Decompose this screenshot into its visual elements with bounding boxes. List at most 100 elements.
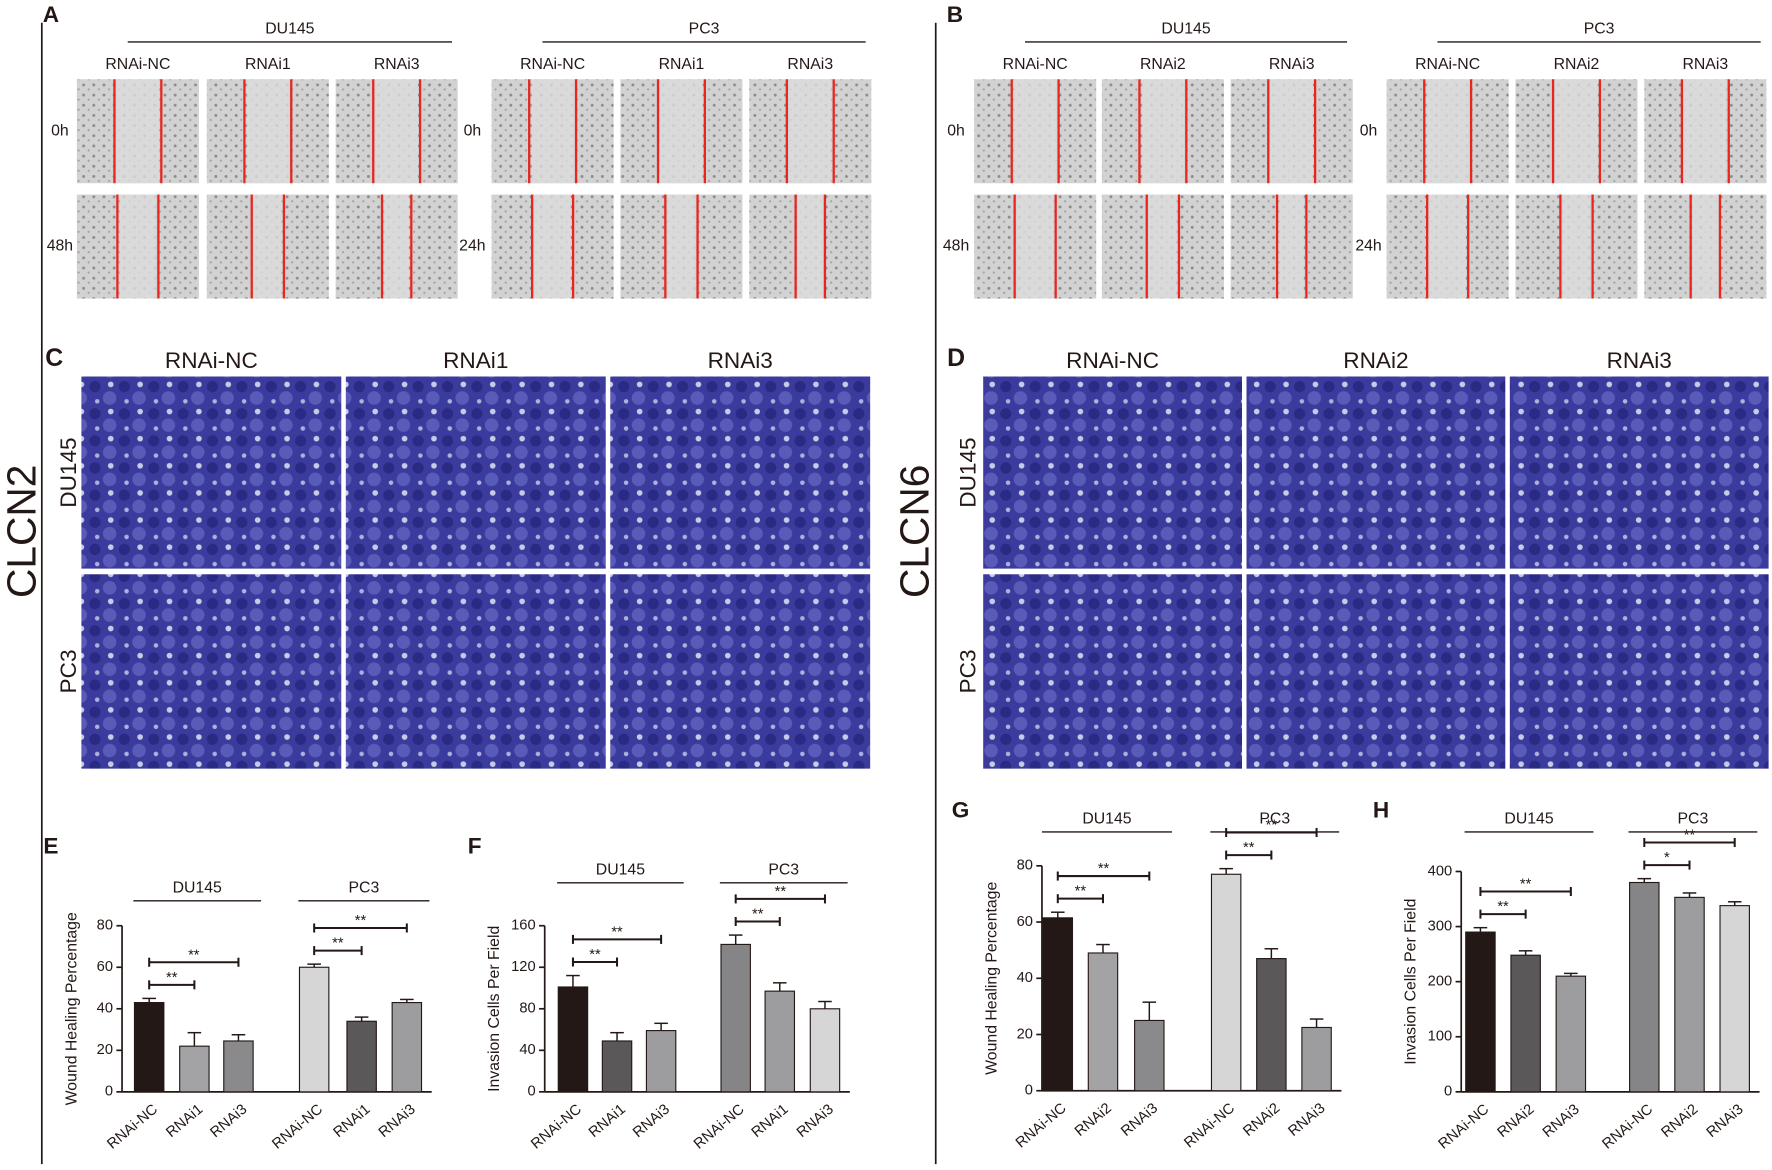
invasion-image <box>345 376 606 569</box>
row-label: PC3 <box>56 649 81 693</box>
invasion-image <box>610 574 871 769</box>
y-axis-label: Wound Healing Percentage <box>63 912 80 1105</box>
group-title: DU145 <box>596 862 645 879</box>
x-tick-label: RNAi2 <box>1240 1100 1283 1140</box>
sig-label: ** <box>1497 899 1509 915</box>
bar <box>1210 873 1242 1092</box>
y-tick-label: 60 <box>1017 914 1033 930</box>
y-tick-label: 60 <box>97 959 113 975</box>
wound-gap <box>1016 194 1054 299</box>
column-label: RNAi3 <box>374 56 420 73</box>
bar <box>809 1008 841 1093</box>
wound-gap <box>1270 79 1313 184</box>
column-label: RNAi3 <box>787 56 833 73</box>
y-tick-label: 0 <box>527 1084 535 1100</box>
bar <box>223 1040 254 1093</box>
bar <box>133 1001 165 1093</box>
wound-gap <box>1429 194 1466 299</box>
sig-label: * <box>1664 850 1670 866</box>
group-title: PC3 <box>1259 811 1290 828</box>
sig-label: ** <box>752 907 764 923</box>
y-axis-label: Wound Healing Percentage <box>983 882 1000 1075</box>
column-label: RNAi1 <box>245 56 291 73</box>
y-tick-label: 80 <box>519 1001 535 1017</box>
bar <box>720 943 751 1093</box>
y-tick-label: 160 <box>511 918 536 934</box>
x-tick-label: RNAi3 <box>376 1101 419 1141</box>
column-label: RNAi3 <box>1682 56 1728 73</box>
invasion-image <box>983 574 1242 769</box>
row-label: 24h <box>459 238 485 255</box>
wound-gap <box>1279 194 1305 299</box>
x-tick-label: RNAi2 <box>1659 1101 1702 1141</box>
x-tick-label: RNAi1 <box>749 1101 792 1141</box>
row-label: 0h <box>947 122 965 139</box>
sig-label: ** <box>611 924 623 940</box>
group-title: DU145 <box>1504 811 1553 828</box>
x-tick-label: RNAi1 <box>331 1101 374 1141</box>
panel-label: C <box>45 344 63 372</box>
sig-label: ** <box>355 913 367 929</box>
x-tick-label: RNAi3 <box>1704 1101 1747 1141</box>
wound-gap <box>1426 79 1469 184</box>
bar <box>557 986 589 1093</box>
invasion-image <box>610 376 871 569</box>
x-tick-label: RNAi1 <box>163 1101 206 1141</box>
row-label: 0h <box>464 122 482 139</box>
group-title: PC3 <box>689 21 720 38</box>
bar <box>1087 952 1119 1092</box>
wound-gap <box>797 194 823 299</box>
wound-gap <box>789 79 832 184</box>
sig-label: ** <box>775 884 787 900</box>
invasion-image <box>345 574 606 769</box>
bar <box>764 990 796 1093</box>
group-title: DU145 <box>1082 811 1131 828</box>
invasion-image <box>1246 574 1506 769</box>
sig-label: ** <box>1098 861 1110 877</box>
y-tick-label: 300 <box>1428 918 1453 934</box>
y-tick-label: 200 <box>1428 974 1453 990</box>
x-tick-label: RNAi-NC <box>1013 1100 1070 1151</box>
side-label: CLCN6 <box>891 465 937 598</box>
bar <box>179 1045 210 1093</box>
y-tick-label: 20 <box>97 1042 113 1058</box>
x-tick-label: RNAi-NC <box>1181 1100 1238 1151</box>
x-tick-label: RNAi3 <box>1118 1100 1161 1140</box>
wound-gap <box>1562 194 1591 299</box>
column-label: RNAi-NC <box>165 348 258 373</box>
y-tick-label: 0 <box>1444 1084 1452 1100</box>
y-axis-label: Invasion Cells Per Field <box>486 926 503 1092</box>
bar <box>1134 1019 1165 1092</box>
invasion-image <box>983 376 1242 569</box>
bar <box>1719 905 1750 1093</box>
row-label: 48h <box>47 238 73 255</box>
bar <box>391 1001 423 1093</box>
invasion-image <box>1509 376 1769 569</box>
column-label: RNAi-NC <box>105 56 170 73</box>
x-tick-label: RNAi1 <box>586 1101 629 1141</box>
x-tick-label: RNAi2 <box>1072 1100 1115 1140</box>
column-label: RNAi2 <box>1140 56 1186 73</box>
x-tick-label: RNAi3 <box>630 1101 673 1141</box>
panel-label: E <box>43 834 58 859</box>
y-tick-label: 0 <box>1025 1083 1033 1099</box>
wound-gap <box>375 79 418 184</box>
y-tick-label: 400 <box>1428 863 1453 879</box>
wound-gap <box>116 79 160 184</box>
sig-label: ** <box>1075 884 1087 900</box>
y-axis-label: Invasion Cells Per Field <box>1403 899 1420 1065</box>
x-tick-label: RNAi2 <box>1495 1101 1538 1141</box>
bar <box>1042 917 1074 1092</box>
bar <box>1301 1026 1332 1092</box>
invasion-image <box>81 574 342 769</box>
y-tick-label: 120 <box>511 959 536 975</box>
sig-label: ** <box>1520 877 1532 893</box>
panel-label: D <box>947 344 965 372</box>
sig-label: ** <box>332 936 344 952</box>
side-label: CLCN2 <box>0 465 45 598</box>
row-label: 24h <box>1355 238 1381 255</box>
column-label: RNAi-NC <box>520 56 585 73</box>
bar <box>601 1040 633 1093</box>
column-label: RNAi2 <box>1554 56 1600 73</box>
